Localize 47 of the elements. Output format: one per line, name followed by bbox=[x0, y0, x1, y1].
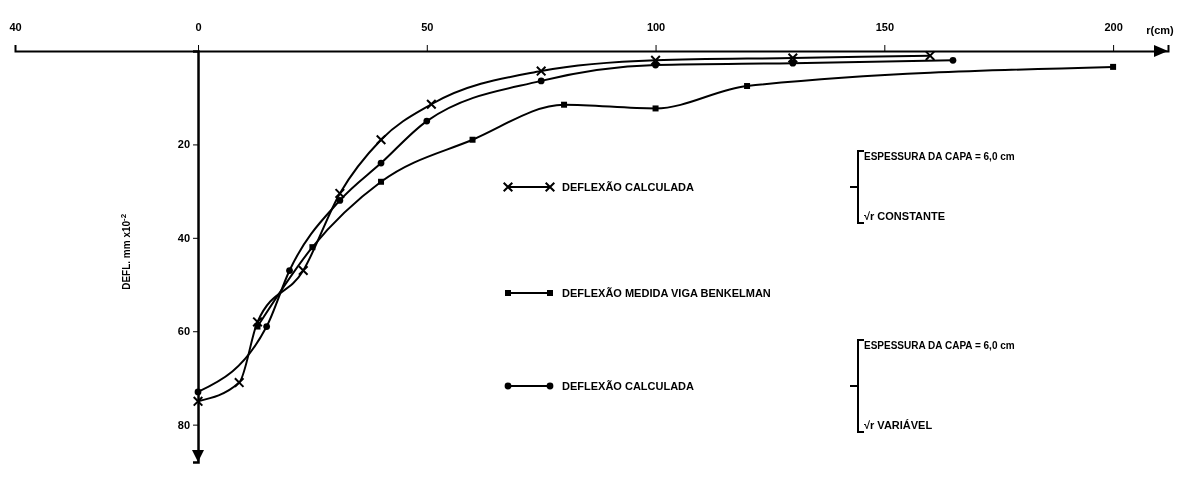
point bbox=[652, 61, 659, 69]
point bbox=[309, 244, 316, 251]
point bbox=[469, 136, 476, 143]
y-tick-label: 80 bbox=[177, 418, 191, 431]
point bbox=[297, 265, 309, 276]
x-tick-label: 100 bbox=[646, 21, 666, 33]
point bbox=[252, 316, 263, 328]
point bbox=[744, 83, 751, 90]
point bbox=[789, 59, 797, 67]
point bbox=[650, 55, 661, 66]
annotation: ESPESSURA DA CAPA = 6,0 cm bbox=[864, 340, 1015, 351]
point bbox=[652, 105, 659, 112]
point bbox=[375, 134, 387, 146]
point bbox=[254, 323, 261, 330]
point bbox=[1110, 63, 1117, 70]
y-tick-label: 20 bbox=[177, 138, 191, 151]
point bbox=[423, 117, 431, 125]
point bbox=[426, 98, 437, 110]
point bbox=[194, 388, 202, 396]
x-tick-label: 0 bbox=[195, 21, 202, 33]
point bbox=[336, 197, 344, 204]
annotation: √r VARIÁVEL bbox=[864, 419, 933, 431]
annotation: √r CONSTANTE bbox=[864, 210, 946, 222]
point bbox=[334, 188, 346, 199]
legend-label: DEFLEXÃO CALCULADA bbox=[562, 380, 695, 392]
x-tick-label: 200 bbox=[1104, 21, 1123, 33]
legend-label: DEFLEXÃO MEDIDA VIGA BENKELMAN bbox=[562, 287, 771, 299]
point bbox=[924, 50, 936, 61]
point bbox=[949, 56, 957, 64]
point bbox=[377, 159, 385, 167]
annotation: ESPESSURA DA CAPA = 6,0 cm bbox=[864, 151, 1015, 162]
point bbox=[787, 52, 799, 64]
x-axis-title: r(cm) bbox=[1146, 24, 1175, 36]
point bbox=[561, 101, 568, 108]
y-tick-label: 40 bbox=[177, 231, 191, 244]
legend-label: DEFLEXÃO CALCULADA bbox=[562, 181, 695, 193]
point bbox=[378, 178, 385, 185]
point bbox=[233, 377, 245, 388]
x-tick-label: 40 bbox=[9, 21, 22, 33]
y-tick-label: 60 bbox=[177, 325, 191, 338]
point bbox=[286, 267, 293, 274]
point bbox=[535, 65, 547, 77]
point bbox=[263, 323, 271, 330]
x-tick-label: 50 bbox=[421, 21, 434, 33]
x-tick-label: 150 bbox=[875, 21, 895, 33]
point bbox=[192, 395, 204, 407]
point bbox=[537, 77, 545, 85]
